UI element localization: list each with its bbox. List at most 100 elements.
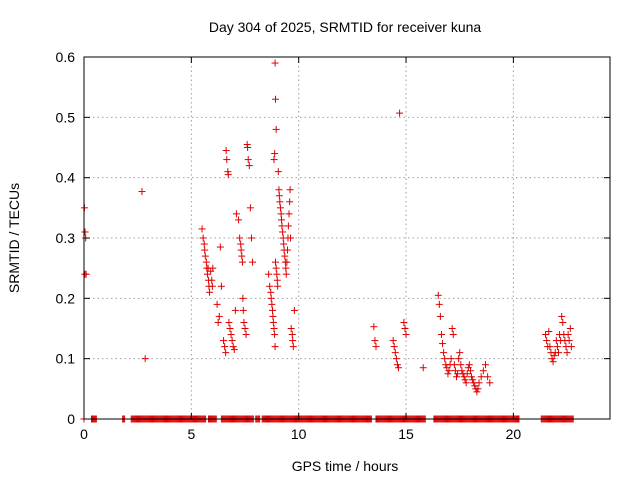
data-point	[198, 225, 206, 233]
data-point	[270, 325, 278, 332]
data-point	[558, 312, 566, 320]
data-point	[549, 358, 557, 366]
grid-lines	[84, 57, 610, 419]
data-point	[457, 361, 465, 369]
data-point	[456, 349, 464, 357]
data-point	[241, 325, 249, 332]
data-point	[390, 343, 398, 351]
data-point	[213, 300, 221, 308]
data-point	[222, 349, 230, 357]
data-point	[229, 343, 237, 351]
data-point	[227, 331, 235, 339]
data-point	[200, 240, 208, 248]
data-point	[202, 258, 210, 266]
x-tick-label: 5	[187, 426, 195, 442]
data-point	[276, 204, 284, 212]
data-point	[455, 355, 463, 363]
data-point	[283, 258, 291, 266]
data-point	[436, 312, 444, 320]
data-point	[274, 282, 282, 290]
data-point	[231, 306, 239, 314]
data-point	[458, 367, 466, 375]
data-point	[288, 331, 296, 339]
data-point	[396, 109, 404, 117]
data-point	[215, 312, 223, 320]
data-point	[437, 331, 445, 339]
data-point	[550, 352, 558, 360]
data-point	[372, 343, 380, 351]
data-point	[245, 162, 253, 170]
data-point	[553, 343, 561, 351]
data-point	[282, 264, 290, 272]
data-point	[230, 346, 238, 354]
data-point	[276, 198, 284, 206]
data-point	[474, 385, 482, 393]
data-point	[220, 337, 228, 345]
data-point	[272, 264, 280, 272]
data-point	[543, 337, 551, 345]
data-point	[272, 125, 280, 133]
data-point	[269, 312, 277, 320]
data-point	[221, 343, 229, 351]
data-point	[239, 294, 247, 302]
data-point	[217, 282, 225, 290]
data-point	[290, 306, 298, 314]
data-point	[565, 337, 573, 345]
data-point	[228, 337, 236, 345]
chart-title: Day 304 of 2025, SRMTID for receiver kun…	[209, 19, 482, 35]
x-axis-label: GPS time / hours	[292, 458, 399, 474]
data-point	[542, 331, 550, 339]
data-point	[237, 240, 245, 248]
data-point	[272, 95, 280, 103]
data-point	[274, 168, 282, 176]
data-point	[244, 144, 252, 151]
data-point	[286, 198, 294, 206]
y-tick-label: 0.2	[56, 290, 76, 306]
x-axis-ticks: 0 5 10 15 20	[80, 57, 521, 442]
data-point	[271, 150, 279, 158]
plot-frame	[83, 56, 611, 420]
data-point	[281, 252, 289, 260]
data-point	[240, 318, 248, 326]
data-point	[81, 270, 89, 278]
data-point	[440, 349, 448, 357]
data-point	[275, 192, 283, 200]
data-point	[486, 379, 494, 387]
data-points	[80, 59, 577, 423]
data-point	[452, 373, 460, 381]
data-point	[402, 331, 410, 339]
data-point	[246, 204, 254, 212]
data-point	[271, 343, 279, 351]
y-axis-label: SRMTID / TECUs	[6, 183, 22, 293]
data-point	[270, 156, 278, 164]
data-point	[545, 328, 553, 336]
data-point	[566, 325, 574, 332]
data-point	[450, 361, 458, 369]
data-point	[225, 318, 233, 326]
y-tick-label: 0.3	[56, 230, 76, 246]
data-point	[267, 294, 275, 302]
data-point	[267, 288, 275, 296]
data-point	[203, 270, 211, 278]
data-point	[273, 270, 281, 278]
data-point	[208, 282, 216, 290]
y-tick-label: 0.1	[56, 351, 76, 367]
data-point	[247, 234, 255, 242]
data-point	[477, 373, 485, 381]
data-point	[370, 323, 378, 331]
data-point	[393, 361, 401, 369]
data-point	[282, 270, 290, 278]
data-point	[449, 331, 457, 339]
data-point	[141, 355, 149, 363]
data-point	[563, 349, 571, 357]
data-point	[447, 355, 455, 363]
x-tick-label: 15	[398, 426, 414, 442]
data-point	[236, 234, 244, 242]
data-point	[284, 222, 292, 230]
data-point	[214, 318, 222, 326]
data-point	[391, 349, 399, 357]
data-point	[199, 234, 207, 242]
data-point	[401, 325, 409, 332]
data-point	[287, 234, 295, 242]
data-point	[278, 222, 286, 230]
